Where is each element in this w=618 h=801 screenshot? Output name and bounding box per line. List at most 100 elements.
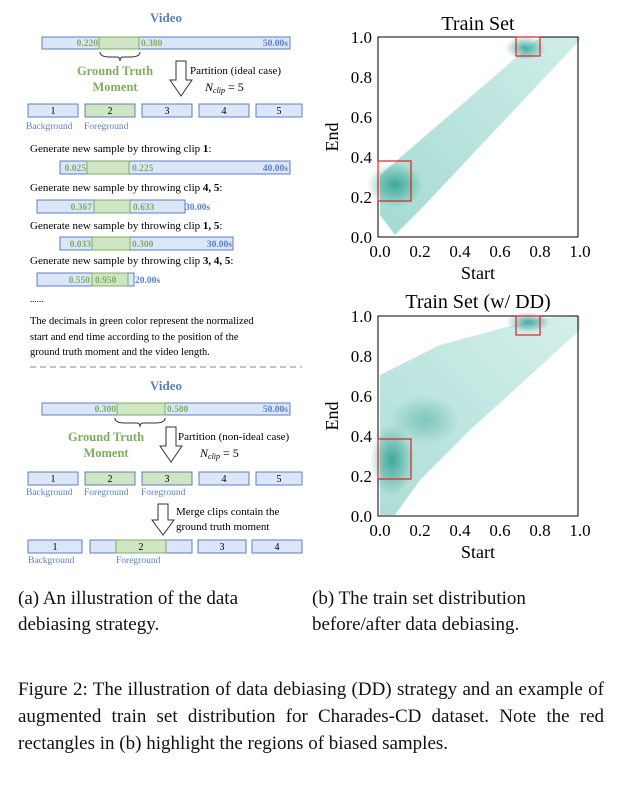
highlight-region-low: [377, 160, 412, 202]
partition-arrow: [169, 60, 193, 97]
x-tick-0-0: 0.0: [369, 242, 390, 261]
sample-2-length: 30.00s: [185, 203, 210, 213]
clip-5: [255, 103, 303, 118]
sample-1-title: Generate new sample by throwing clip 1:: [30, 143, 211, 155]
nclip-label-2: Nclip = 5: [199, 446, 239, 461]
gt-brace-2: [114, 417, 166, 428]
gt-segment: [98, 36, 140, 50]
heat-blob-high: [505, 36, 545, 60]
sample-4-length: 20.00s: [135, 276, 160, 286]
merge-arrow: [151, 503, 175, 536]
video-label-2: Video: [150, 378, 182, 393]
note-line-2: start and end time according to the posi…: [30, 332, 239, 343]
clip-5: [255, 471, 303, 486]
heat-spread: [380, 316, 580, 515]
plot-1-ylabel: End: [322, 123, 342, 152]
sample-3-start: 0.033: [70, 240, 92, 250]
background-label-3: Background: [28, 556, 75, 566]
y-tick-0-0: 0.0: [351, 507, 372, 526]
highlight-region-low-2: [377, 438, 412, 480]
caption-a: (a) An illustration of the data debiasin…: [18, 586, 238, 638]
plot-1-y-ticks: 1.0 0.8 0.6 0.4 0.2 0.0: [351, 28, 373, 247]
heat-blob-high-2: [506, 312, 550, 332]
plot-2-xlabel: Start: [461, 542, 495, 562]
clip-label-5: 5: [277, 106, 282, 117]
clip-label-1: 1: [51, 474, 56, 485]
y-tick-0-2: 0.2: [351, 188, 372, 207]
plot-2-frame: [377, 315, 579, 517]
y-tick-0-8: 0.8: [351, 347, 372, 366]
clip-3: [141, 471, 193, 486]
highlight-region-high-2: [515, 315, 541, 336]
sample-4-start: 0.550: [69, 276, 91, 286]
heat-diagonal-band: [380, 37, 580, 235]
video-label: Video: [150, 10, 182, 25]
clip-label-2: 2: [108, 474, 113, 485]
sample-4-end: 0.950: [95, 276, 117, 286]
partition-label-2: Partition (non-ideal case): [178, 431, 290, 443]
partition-label: Partition (ideal case): [190, 65, 281, 77]
x-tick-0-8: 0.8: [529, 242, 550, 261]
merged-gt: [115, 539, 167, 554]
y-tick-0-4: 0.4: [351, 427, 373, 446]
sample-1-start: 0.025: [65, 164, 87, 174]
nclip-label: Nclip = 5: [204, 80, 244, 95]
x-tick-0-2: 0.2: [409, 242, 430, 261]
gt-label-line1: Ground Truth: [77, 64, 153, 78]
foreground-label-2a: Foreground: [84, 488, 129, 498]
y-tick-0-4: 0.4: [351, 148, 373, 167]
clip-4: [198, 103, 250, 118]
sample-2-end: 0.633: [133, 203, 155, 213]
plot-1-xlabel: Start: [461, 263, 495, 283]
heat-blob-low: [367, 163, 423, 207]
x-tick-1-0: 1.0: [569, 521, 590, 540]
foreground-label: Foreground: [84, 122, 129, 132]
x-tick-1-0: 1.0: [569, 242, 590, 261]
partition-arrow-2: [159, 426, 183, 463]
merged-clip-label-1: 1: [53, 542, 58, 553]
caption-a-line-1: (a) An illustration of the data: [18, 588, 239, 609]
foreground-label-2b: Foreground: [141, 488, 186, 498]
foreground-label-3: Foreground: [116, 556, 161, 566]
caption-b: (b) The train set distribution before/af…: [312, 586, 526, 638]
video-length-2: 50.00s: [263, 405, 288, 415]
x-tick-0-2: 0.2: [409, 521, 430, 540]
clip-label-4: 4: [222, 474, 227, 485]
y-tick-1-0: 1.0: [351, 28, 372, 47]
end-value-2: 0.500: [167, 405, 189, 415]
merged-clip-label-2: 2: [139, 542, 144, 553]
clip-label-4: 4: [222, 106, 227, 117]
plot-2-heat: [370, 312, 580, 515]
sample-2-gt: [93, 199, 131, 214]
y-tick-0-8: 0.8: [351, 68, 372, 87]
sample-1-end: 0.225: [132, 164, 154, 174]
diagram-ideal-case: Video 0.220 0.380 50.00s Ground Truth Mo…: [26, 10, 303, 358]
sample-3-title: Generate new sample by throwing clip 1, …: [30, 220, 222, 232]
clip-label-2: 2: [108, 106, 113, 117]
ellipsis: ......: [30, 294, 44, 304]
plot-1-title: Train Set: [441, 13, 515, 35]
clip-1: [27, 471, 79, 486]
gt-label-line2-2: Moment: [83, 446, 129, 460]
sample-3-gt: [91, 236, 131, 251]
merged-clip-label-3: 3: [220, 542, 225, 553]
gt-brace: [99, 51, 141, 62]
figure-caption: Figure 2: The illustration of data debia…: [18, 679, 604, 754]
sample-1-gt: [86, 160, 130, 175]
heat-blob-low-2: [370, 425, 414, 495]
background-label-2: Background: [26, 488, 73, 498]
x-tick-0-4: 0.4: [449, 242, 471, 261]
diagram-non-ideal-case: Video 0.300 0.500 50.00s Ground Truth Mo…: [26, 378, 303, 566]
start-value: 0.220: [77, 39, 99, 49]
clip-2: [84, 103, 136, 118]
clip-label-3: 3: [165, 106, 170, 117]
caption-a-line-2: debiasing strategy.: [18, 614, 160, 635]
merge-line-1: Merge clips contain the: [176, 506, 279, 518]
clip-3: [141, 103, 193, 118]
y-tick-0-6: 0.6: [351, 387, 372, 406]
sample-4-title: Generate new sample by throwing clip 3, …: [30, 255, 233, 267]
x-tick-0-6: 0.6: [489, 521, 510, 540]
plot-2-title: Train Set (w/ DD): [405, 291, 550, 313]
clip-label-3: 3: [165, 474, 170, 485]
